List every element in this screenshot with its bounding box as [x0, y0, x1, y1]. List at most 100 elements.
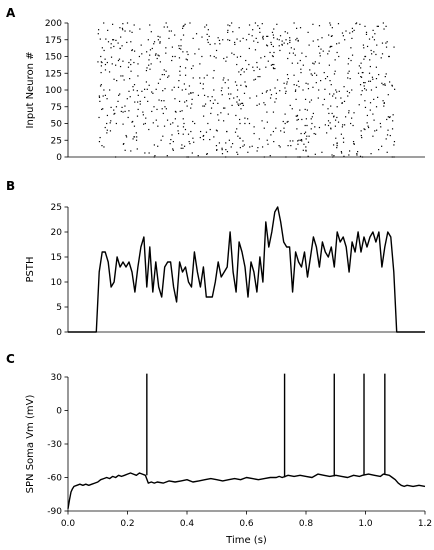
raster-spike	[267, 143, 269, 145]
raster-spike	[126, 98, 128, 100]
raster-spike	[127, 116, 129, 119]
raster-spike	[331, 95, 334, 97]
raster-spike	[159, 78, 161, 80]
raster-spike	[198, 48, 200, 50]
raster-spike	[207, 41, 209, 44]
raster-spike	[191, 98, 193, 100]
raster-spike	[373, 39, 376, 41]
raster-spike	[342, 141, 345, 143]
raster-spike	[305, 55, 307, 58]
raster-spike	[274, 101, 276, 103]
raster-spike	[300, 138, 303, 141]
raster-spike	[351, 37, 353, 40]
raster-spike	[99, 85, 102, 87]
raster-spike	[360, 130, 362, 132]
raster-spike	[279, 90, 281, 92]
raster-spike	[157, 125, 159, 127]
raster-spike	[336, 143, 338, 145]
raster-spike	[297, 140, 299, 142]
raster-spike	[206, 153, 208, 155]
raster-spike	[190, 130, 192, 133]
raster-spike	[366, 122, 368, 124]
raster-spike	[225, 156, 227, 158]
raster-spike	[284, 87, 286, 89]
raster-spike	[257, 147, 259, 149]
raster-spike	[347, 77, 349, 79]
raster-spike	[304, 108, 306, 111]
raster-spike	[185, 58, 187, 60]
raster-spike	[301, 118, 303, 121]
x-tick-label: 1.2	[418, 519, 432, 529]
raster-spike	[197, 155, 199, 157]
raster-spike	[113, 113, 115, 115]
raster-spike	[192, 137, 194, 139]
raster-spike	[262, 35, 264, 37]
raster-spike	[180, 48, 182, 50]
raster-spike	[283, 131, 285, 133]
raster-spike	[159, 61, 161, 63]
raster-spike	[227, 113, 229, 115]
raster-spike	[299, 59, 301, 62]
raster-spike	[384, 76, 386, 78]
raster-spike	[180, 147, 182, 149]
raster-spike	[204, 103, 207, 105]
raster-spike	[261, 146, 264, 148]
raster-spike	[353, 143, 355, 145]
raster-spike	[296, 37, 298, 40]
raster-spike	[245, 85, 247, 87]
raster-spike	[208, 35, 210, 37]
raster-spike	[223, 77, 225, 79]
raster-spike	[248, 24, 251, 26]
raster-spike	[368, 38, 371, 40]
raster-spike	[341, 32, 344, 34]
raster-spike	[231, 104, 233, 107]
raster-spike	[300, 139, 302, 141]
raster-spike	[305, 146, 307, 148]
raster-spike	[210, 107, 213, 109]
raster-spike	[376, 25, 378, 27]
raster-spike	[288, 52, 291, 54]
raster-spike	[224, 82, 226, 84]
raster-spike	[251, 35, 253, 37]
raster-spike	[312, 86, 314, 88]
y-tick-label: 25	[51, 203, 62, 213]
raster-spike	[189, 143, 191, 145]
raster-spike	[384, 83, 386, 85]
raster-spike	[201, 36, 203, 38]
raster-spike	[310, 128, 312, 130]
raster-spike	[284, 92, 287, 94]
raster-spike	[102, 95, 104, 97]
raster-spike	[392, 120, 394, 122]
raster-spike	[122, 60, 124, 62]
raster-spike	[131, 31, 133, 33]
raster-spike	[270, 41, 272, 44]
raster-spike	[377, 96, 379, 98]
raster-spike	[209, 128, 211, 131]
raster-spike	[150, 63, 152, 65]
raster-spike	[122, 111, 124, 113]
raster-spike	[223, 57, 225, 60]
raster-spike	[161, 108, 163, 110]
raster-spike	[153, 106, 155, 108]
raster-spike	[264, 55, 266, 58]
raster-spike	[311, 116, 313, 118]
raster-spike	[153, 144, 155, 146]
raster-spike	[347, 63, 349, 65]
raster-spike	[305, 149, 307, 151]
raster-spike	[122, 143, 125, 145]
raster-spike	[128, 61, 130, 64]
raster-spike	[297, 156, 299, 158]
raster-spike	[358, 65, 360, 67]
raster-spike	[174, 55, 176, 58]
raster-spike	[386, 41, 388, 43]
raster-spike	[291, 108, 293, 110]
raster-spike	[219, 43, 221, 45]
raster-spike	[312, 40, 314, 42]
raster-spike	[335, 89, 337, 91]
raster-spike	[182, 51, 184, 53]
raster-spike	[306, 135, 308, 137]
raster-spike	[318, 126, 321, 129]
raster-spike	[105, 38, 107, 40]
raster-spike	[175, 111, 177, 113]
raster-spike	[283, 82, 285, 84]
